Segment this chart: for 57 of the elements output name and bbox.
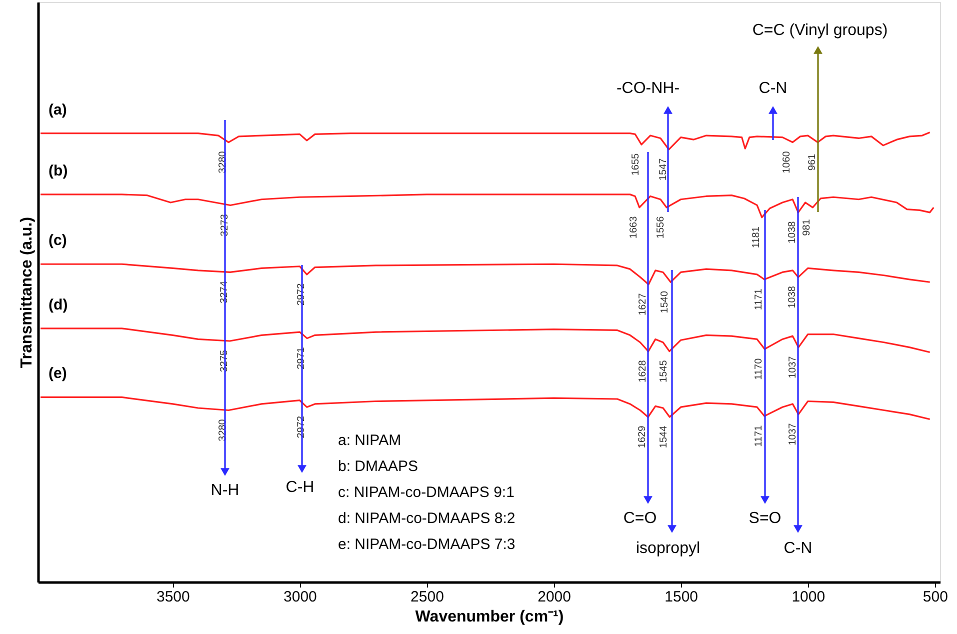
x-tick-label: 500 bbox=[922, 588, 948, 606]
annotation: 3273 bbox=[219, 214, 230, 236]
x-tick-label: 3000 bbox=[284, 588, 317, 606]
annotation: 3274 bbox=[219, 280, 230, 304]
series-label: (d) bbox=[48, 296, 68, 314]
y-axis-title: Transmittance (a.u.) bbox=[18, 216, 36, 368]
series-label: (a) bbox=[48, 101, 67, 118]
annotation: 1171 bbox=[753, 424, 764, 447]
annotation: 1038 bbox=[787, 286, 798, 308]
annotation: c: NIPAM-co-DMAAPS 9:1 bbox=[338, 484, 514, 501]
annotation: 2972 bbox=[296, 416, 307, 438]
annotation: 1556 bbox=[656, 216, 667, 239]
annotation: 961 bbox=[806, 154, 818, 171]
annotation: d: NIPAM-co-DMAAPS 8:2 bbox=[338, 510, 516, 527]
annotation: N-H bbox=[210, 482, 240, 499]
annotation: 1171 bbox=[753, 288, 764, 310]
text: C=C (Vinyl groups) bbox=[752, 22, 888, 39]
annotation: 3280 bbox=[218, 150, 229, 174]
annotation: isopropyl bbox=[636, 540, 700, 557]
annotation: 1545 bbox=[658, 360, 670, 382]
annotation: 1037 bbox=[787, 422, 798, 446]
annotation: 3280 bbox=[218, 418, 229, 442]
annotation: 2971 bbox=[296, 346, 308, 370]
annotation: C-N bbox=[784, 540, 812, 557]
x-tick-label: 3500 bbox=[156, 588, 190, 606]
annotation: 1038 bbox=[787, 220, 798, 244]
text: C-N bbox=[758, 80, 788, 97]
x-tick-label: 2000 bbox=[538, 588, 571, 606]
annotation: 1181 bbox=[750, 226, 762, 248]
annotation: a: NIPAM bbox=[338, 432, 402, 449]
annotation: 1627 bbox=[638, 292, 649, 316]
annotation: 2972 bbox=[296, 282, 307, 306]
annotation: 1547 bbox=[658, 158, 669, 181]
text: -CO-NH- bbox=[616, 80, 680, 97]
x-tick-label: 1500 bbox=[664, 588, 698, 606]
annotation: b: DMAAPS bbox=[338, 458, 418, 475]
series-label: (e) bbox=[48, 365, 67, 382]
annotation: 1629 bbox=[637, 425, 648, 448]
annotation: 1170 bbox=[754, 358, 765, 380]
annotation: C-H bbox=[286, 479, 314, 496]
annotation: e: NIPAM-co-DMAAPS 7:3 bbox=[338, 536, 516, 553]
x-tick-label: 1000 bbox=[792, 588, 826, 606]
annotation: 1544 bbox=[658, 425, 670, 448]
annotation: 1655 bbox=[630, 152, 642, 176]
series-label: (b) bbox=[48, 162, 68, 180]
annotation: 1663 bbox=[628, 216, 640, 239]
annotation: C=O bbox=[623, 510, 657, 527]
x-axis-title: Wavenumber (cm⁻¹) bbox=[415, 608, 564, 626]
annotation: 1628 bbox=[637, 360, 648, 382]
x-tick-label: 2500 bbox=[410, 588, 444, 606]
annotation: 1060 bbox=[782, 150, 793, 174]
annotation: S=O bbox=[748, 510, 782, 527]
annotation: 1037 bbox=[787, 356, 798, 378]
annotation: 3275 bbox=[218, 349, 230, 372]
annotation: 981 bbox=[802, 218, 813, 236]
annotation: 1540 bbox=[660, 290, 671, 314]
series-label: (c) bbox=[48, 232, 67, 250]
